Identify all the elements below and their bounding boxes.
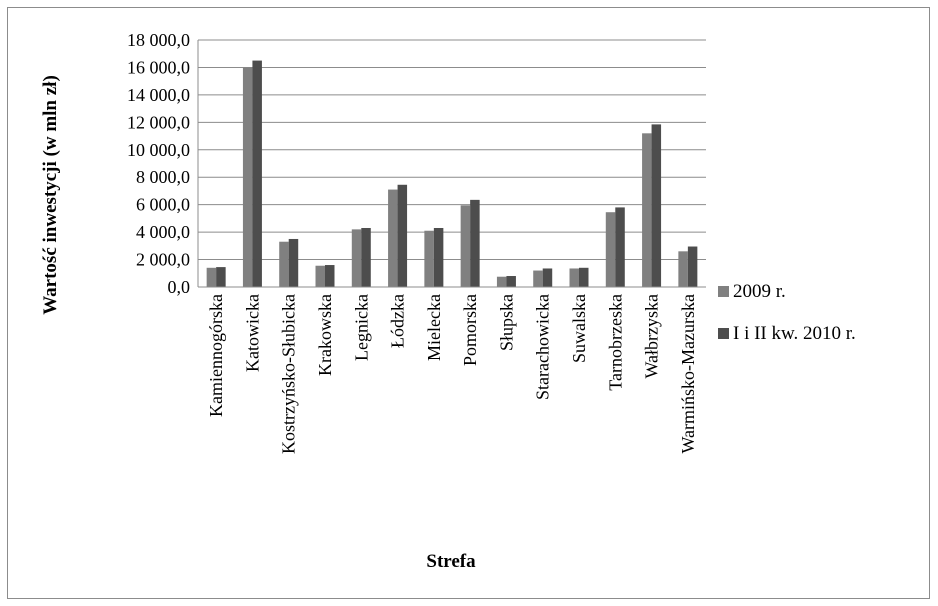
y-tick-label: 2 000,0	[136, 250, 190, 270]
bar-series2	[252, 60, 262, 288]
x-tick-label: Tarnobrzeska	[605, 294, 625, 391]
legend-swatch	[718, 328, 729, 339]
bar-series2	[687, 246, 698, 287]
legend-swatch	[718, 286, 729, 297]
bar-series1	[388, 189, 398, 287]
chart-frame	[7, 7, 930, 599]
y-tick-labels: 0,0 2 000,0 4 000,0 6 000,0 8 000,0 10 000,0 1…	[127, 30, 190, 297]
y-axis-title: Wartość inwestycji (w mln zł)	[40, 75, 61, 315]
x-tick-label: Pomorska	[460, 294, 480, 366]
x-tick-label: Kamiennogórska	[206, 294, 226, 417]
bar-series2	[288, 238, 299, 287]
y-tick-label: 16 000,0	[127, 57, 190, 77]
bar-series1	[533, 270, 543, 287]
y-tick-label: 12 000,0	[127, 112, 190, 132]
bars	[206, 60, 698, 288]
bar-series2	[615, 207, 625, 287]
bar-series1	[424, 230, 434, 287]
x-tick-label: Mielecka	[424, 294, 444, 361]
y-tick-label: 14 000,0	[127, 85, 190, 105]
y-tick-label: 8 000,0	[136, 167, 190, 187]
bar-series1	[642, 133, 652, 287]
x-tick-label: Łódzka	[388, 294, 408, 348]
legend-label: I i II kw. 2010 r.	[733, 323, 856, 344]
x-tick-label: Katowicka	[242, 294, 262, 372]
bar-series2	[470, 199, 480, 287]
x-tick-label: Legnicka	[351, 294, 371, 361]
x-tick-labels: Kamiennogórska Katowicka Kostrzyńsko-Słubi…	[206, 294, 698, 454]
bar-series1	[496, 276, 507, 287]
gridlines	[198, 39, 706, 261]
y-tick-label: 10 000,0	[127, 140, 190, 160]
x-tick-label: Wałbrzyska	[642, 294, 662, 379]
bar-series1	[460, 205, 471, 287]
bar-series2	[361, 227, 371, 287]
x-tick-label: Starachowicka	[533, 294, 553, 400]
bar-series1	[315, 265, 325, 287]
bar-series2	[325, 265, 335, 287]
bar-series1	[242, 67, 253, 287]
legend: 2009 r. I i II kw. 2010 r.	[718, 281, 856, 344]
bar-series2	[651, 124, 662, 288]
x-tick-label: Suwalska	[569, 294, 589, 363]
x-tick-label: Krakowska	[315, 294, 335, 376]
x-tick-label: Kostrzyńsko-Słubicka	[279, 294, 299, 454]
x-axis-title: Strefa	[426, 551, 476, 572]
y-tick-label: 6 000,0	[136, 195, 190, 215]
bar-series2	[579, 267, 589, 287]
legend-label: 2009 r.	[733, 281, 786, 302]
bar-series1	[206, 267, 217, 287]
x-tick-label: Słupska	[496, 294, 516, 351]
bar-series2	[506, 276, 516, 287]
bar-series1	[279, 241, 289, 287]
y-tick-label: 4 000,0	[136, 222, 190, 242]
bar-series2	[397, 184, 408, 287]
bar-series1	[605, 212, 616, 287]
x-tick-label: Warmińsko-Mazurska	[678, 294, 698, 454]
bar-series2	[542, 268, 553, 287]
bar-series2	[216, 267, 226, 287]
y-tick-label: 0,0	[168, 277, 191, 297]
bar-series1	[678, 251, 688, 287]
bar-series2	[433, 227, 444, 287]
bar-series1	[569, 268, 579, 287]
bar-series1	[351, 229, 362, 287]
y-tick-label: 18 000,0	[127, 30, 190, 50]
